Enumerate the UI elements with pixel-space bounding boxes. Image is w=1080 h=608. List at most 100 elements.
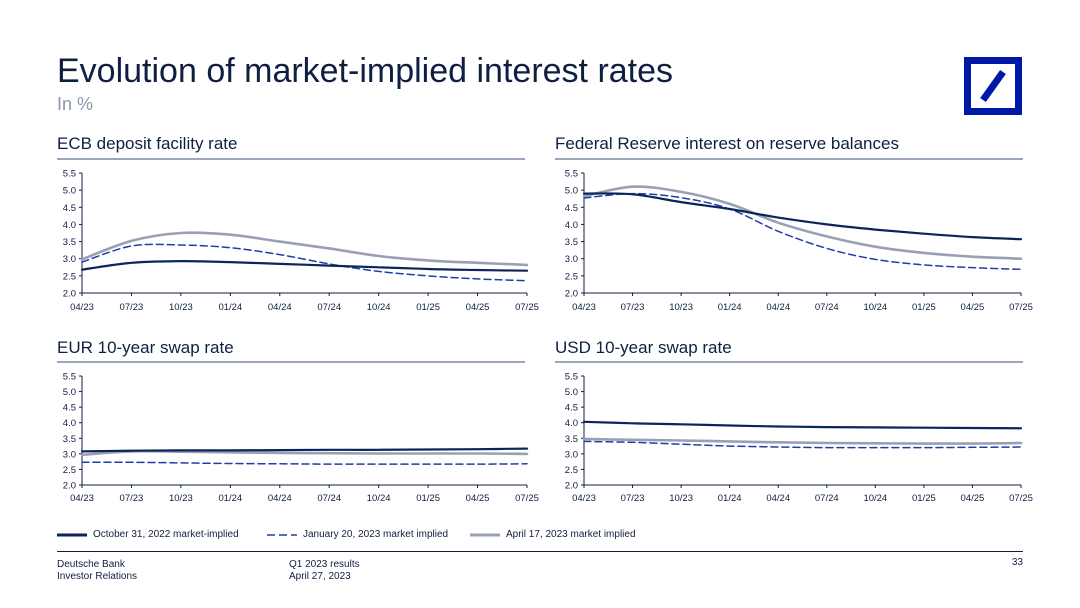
chart-title-usd-swap: USD 10-year swap rate [555,338,732,357]
footer-date: April 27, 2023 [289,571,351,582]
y-tick-label: 5.5 [63,372,76,383]
x-tick-label: 07/24 [317,493,341,504]
series-line-apr17 [582,185,1023,260]
x-tick-label: 10/24 [863,493,887,504]
x-tick-label: 10/23 [669,493,693,504]
legend-item-oct31: October 31, 2022 market-implied [57,529,239,540]
x-tick-label: 10/23 [169,302,193,313]
series-line-jan20 [81,243,528,282]
x-tick-label: 01/24 [218,302,242,313]
y-tick-label: 4.5 [63,403,76,414]
chart-title-rule-eur-swap [57,361,525,363]
x-tick-label: 01/24 [218,493,242,504]
y-tick-label: 3.5 [63,434,76,445]
page-title: Evolution of market-implied interest rat… [57,52,674,90]
legend-item-jan20: January 20, 2023 market implied [267,529,448,540]
y-tick-label: 2.0 [565,289,578,300]
x-tick-label: 07/23 [621,302,645,313]
y-tick-label: 2.5 [565,271,578,282]
x-tick-label: 07/25 [515,493,539,504]
x-tick-label: 04/24 [268,302,292,313]
y-tick-label: 3.0 [63,254,76,265]
y-tick-label: 4.0 [565,418,578,429]
y-tick-label: 3.5 [63,237,76,248]
chart-title-rule-fed [555,158,1023,160]
y-tick-label: 5.0 [565,186,578,197]
x-tick-label: 01/24 [718,302,742,313]
y-tick-label: 5.0 [63,186,76,197]
legend-swatch-dashed-blue [267,533,297,536]
series-line-apr17 [582,437,1023,445]
legend-label-oct31: October 31, 2022 market-implied [93,529,239,540]
x-tick-label: 07/25 [515,302,539,313]
x-tick-label: 04/24 [268,493,292,504]
x-tick-label: 04/25 [466,493,490,504]
chart-title-rule-ecb [57,158,525,160]
deutsche-bank-logo [964,57,1022,115]
y-tick-label: 5.0 [63,387,76,398]
footer-company-block: Deutsche Bank Investor Relations [57,559,137,583]
footer-company: Deutsche Bank [57,559,125,570]
y-tick-label: 4.5 [565,403,578,414]
y-tick-label: 3.0 [565,254,578,265]
y-tick-label: 4.0 [63,418,76,429]
x-tick-label: 07/24 [317,302,341,313]
series-line-oct31 [582,420,1023,430]
y-tick-label: 2.0 [565,481,578,492]
x-tick-label: 04/23 [572,493,596,504]
x-tick-label: 01/25 [912,493,936,504]
y-tick-label: 2.5 [63,465,76,476]
x-tick-label: 01/25 [416,493,440,504]
x-tick-label: 04/25 [466,302,490,313]
series-line-apr17 [80,449,529,457]
x-tick-label: 07/23 [120,493,144,504]
y-tick-label: 5.0 [565,387,578,398]
x-tick-label: 07/23 [621,493,645,504]
x-tick-label: 04/23 [572,302,596,313]
y-tick-label: 4.0 [565,220,578,231]
series-line-oct31 [582,192,1023,241]
series-line-oct31 [80,259,529,272]
chart-ecb-deposit-rate: 2.0 2.5 3.0 3.5 4.0 4.5 5.0 5.5 04/23 07/23 10/23 0… [63,169,539,314]
y-tick-label: 2.0 [63,481,76,492]
page-subtitle: In % [57,94,94,114]
x-tick-label: 07/24 [815,302,839,313]
page-number: 33 [1011,557,1023,568]
chart-usd-10y-swap: 2.0 2.5 3.0 3.5 4.0 4.5 5.0 5.5 04/23 07/23 10/23 0… [565,372,1033,505]
y-tick-label: 3.5 [565,237,578,248]
chart-fed-reserve-rate: 2.0 2.5 3.0 3.5 4.0 4.5 5.0 5.5 04/23 07/23 10/23 0… [565,169,1033,314]
x-tick-label: 10/23 [169,493,193,504]
slash-icon [980,69,1006,103]
x-tick-label: 01/25 [416,302,440,313]
legend-item-apr17: April 17, 2023 market implied [470,529,636,540]
y-tick-label: 5.5 [565,169,578,180]
chart-title-ecb: ECB deposit facility rate [57,134,238,153]
x-tick-label: 04/25 [961,302,985,313]
x-tick-label: 01/24 [718,493,742,504]
y-tick-label: 3.0 [63,449,76,460]
y-tick-label: 2.0 [63,289,76,300]
series-line-jan20 [583,192,1022,271]
y-tick-label: 2.5 [63,271,76,282]
footer-rule [57,551,1023,552]
y-tick-label: 3.0 [565,449,578,460]
chart-title-fed: Federal Reserve interest on reserve bala… [555,134,899,153]
series-line-jan20 [81,461,528,465]
y-tick-label: 5.5 [63,169,76,180]
series-line-jan20 [583,440,1022,449]
x-tick-label: 07/25 [1009,493,1033,504]
legend-swatch-solid-grey [470,533,500,536]
x-tick-label: 04/25 [961,493,985,504]
series-line-apr17 [80,231,529,267]
y-tick-label: 3.5 [565,434,578,445]
chart-eur-10y-swap: 2.0 2.5 3.0 3.5 4.0 4.5 5.0 5.5 04/23 07/23 10/23 0… [63,372,539,505]
x-tick-label: 04/23 [70,302,94,313]
y-tick-label: 4.5 [565,203,578,214]
x-tick-label: 04/23 [70,493,94,504]
y-tick-label: 4.0 [63,220,76,231]
x-tick-label: 10/23 [669,302,693,313]
x-tick-label: 07/23 [120,302,144,313]
legend-swatch-solid-dark [57,533,87,536]
footer-report: Q1 2023 results [289,559,360,570]
chart-title-rule-usd-swap [555,361,1023,363]
